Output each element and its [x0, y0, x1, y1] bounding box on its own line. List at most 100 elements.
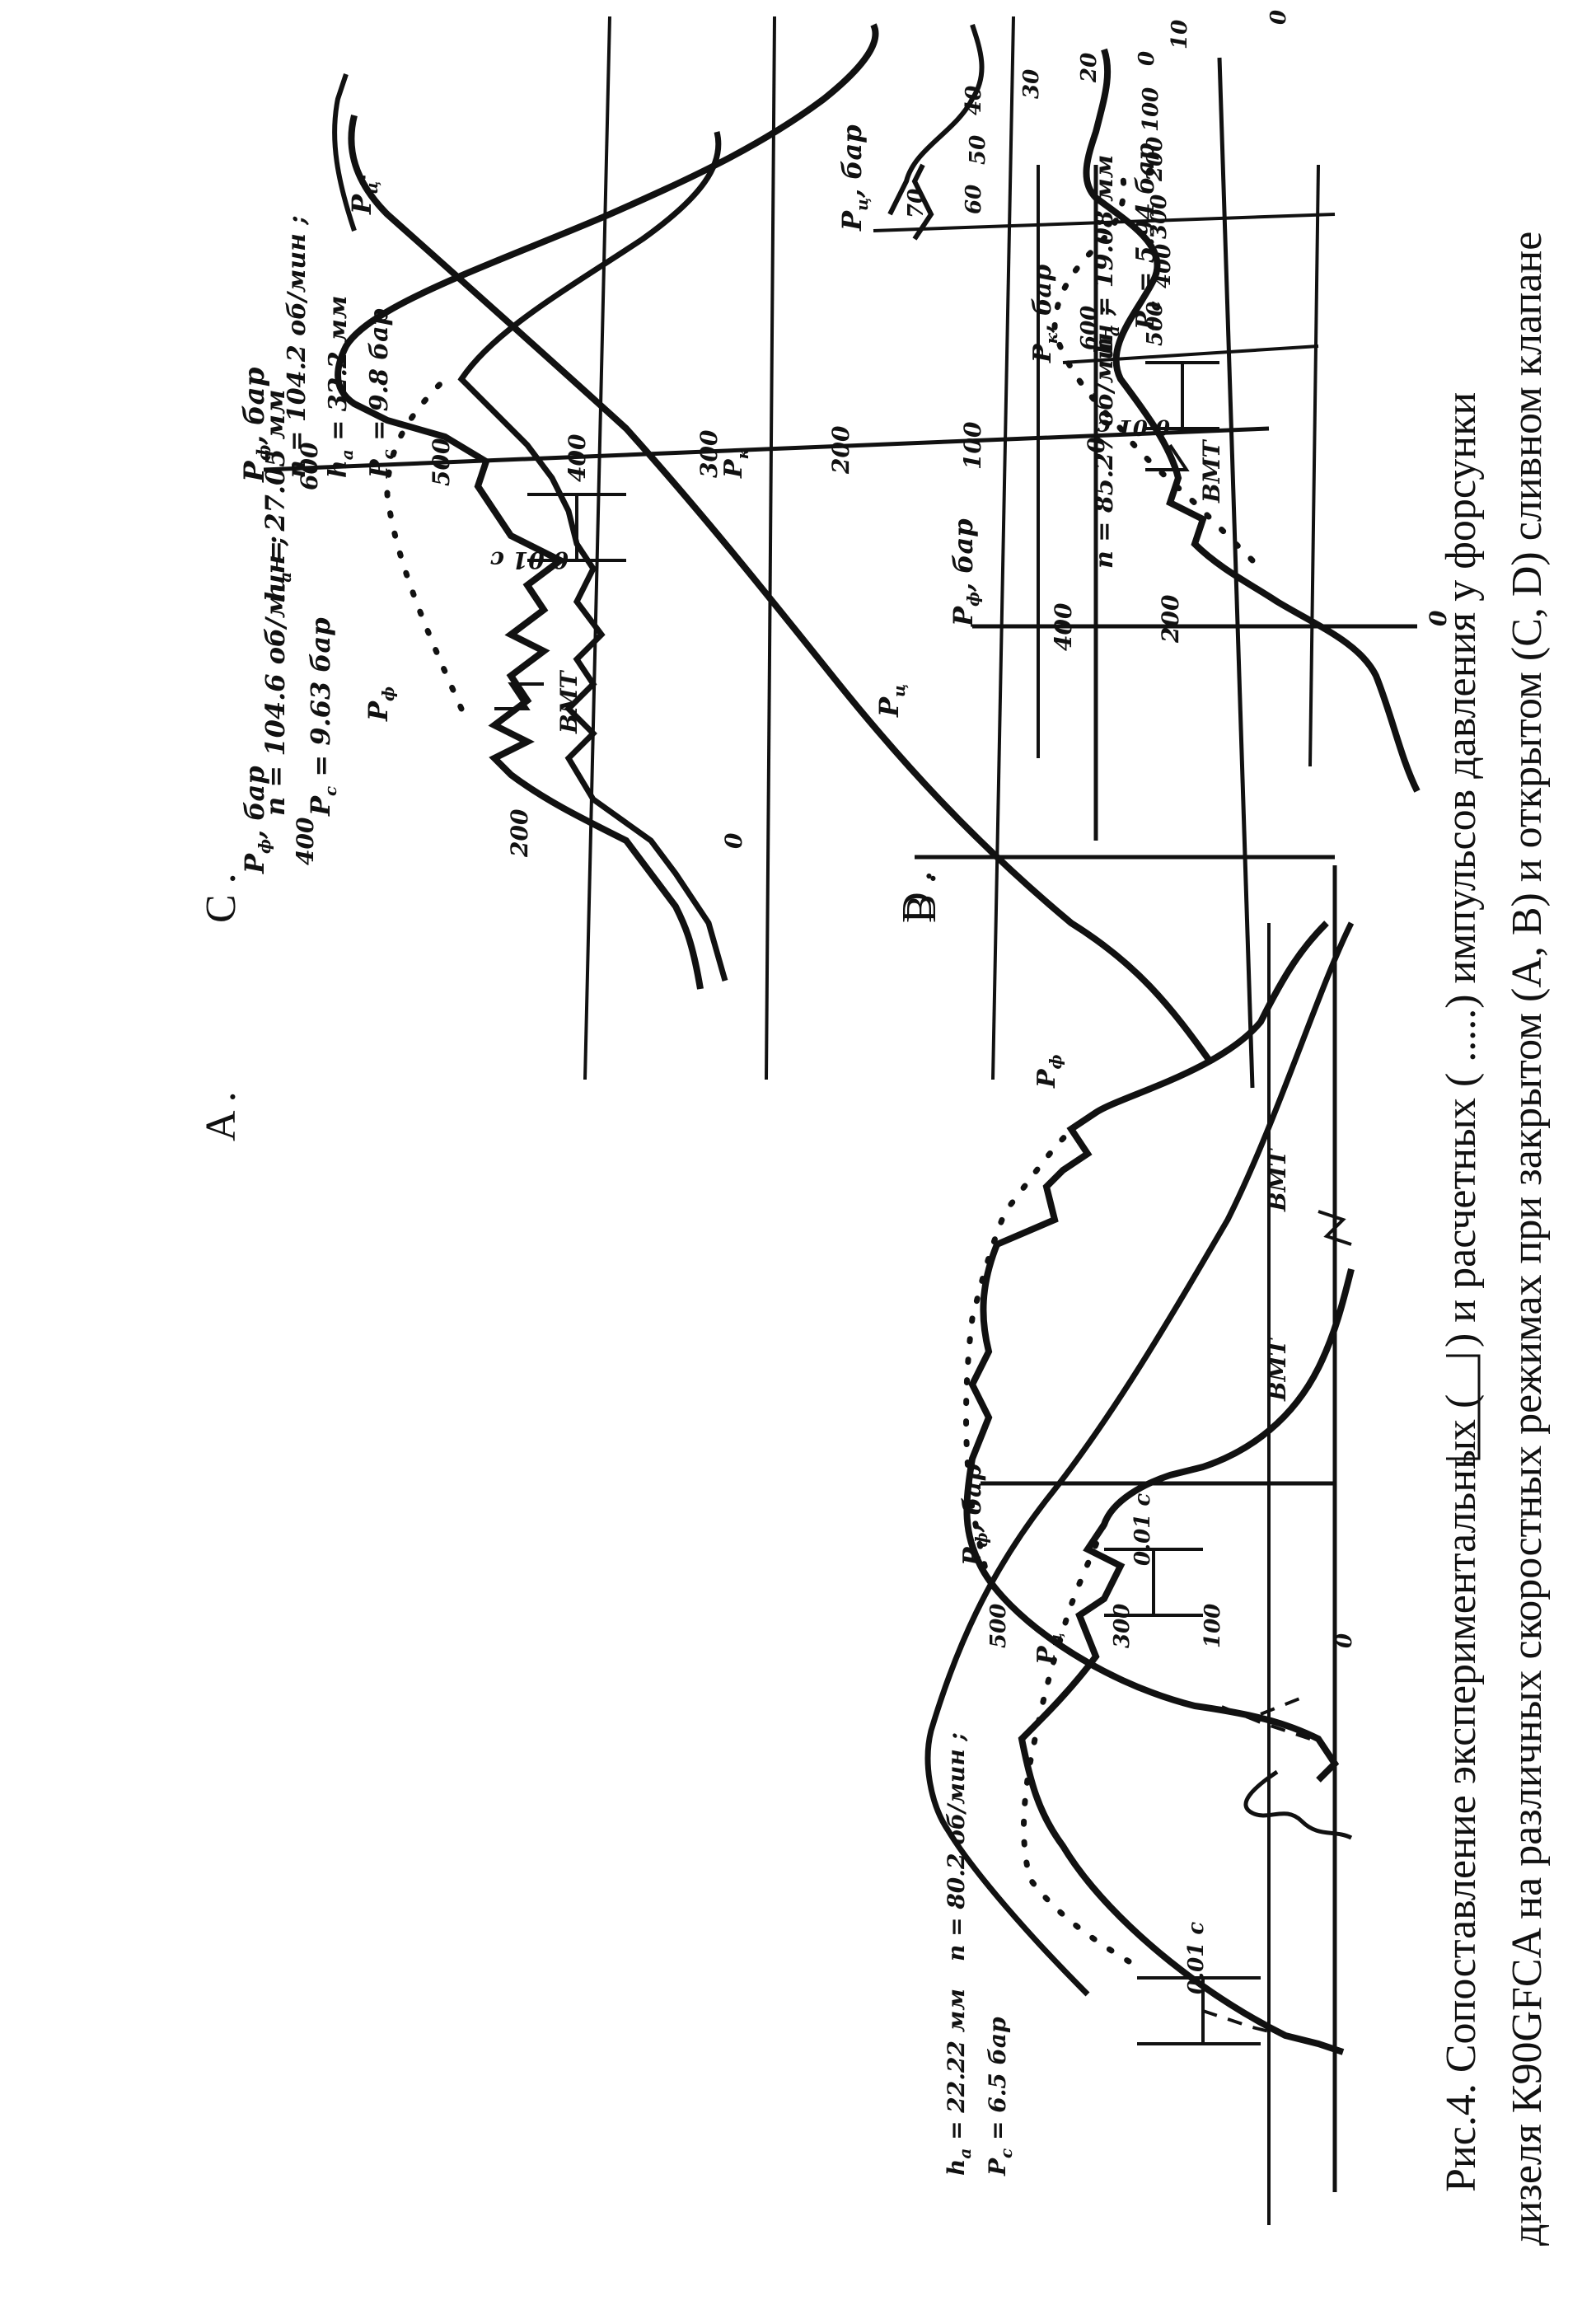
panel-c-ticks: 400 200 0: [292, 808, 747, 865]
panel-a-tick-pc: 20: [1077, 53, 1102, 83]
panel-d-scale-label: 0.01 c: [1184, 1922, 1209, 1994]
panel-a-baseline-pc: [991, 16, 1015, 1080]
panel-a-param-pc: Pc = 9.63 бар: [305, 617, 340, 817]
panel-a-pk-curve: [457, 131, 728, 982]
panel-a-pk-tail: [911, 163, 934, 241]
panel-c-bmt-label: BMT: [1264, 1147, 1291, 1212]
panel-c-pc-dash: [1219, 1696, 1311, 1741]
panel-c-tail: [1243, 1769, 1353, 1840]
panel-c: C . Pф, бар 400 200 0 n = 104.2 об/мин ;…: [198, 164, 1320, 923]
panel-a-pf-curve: [335, 23, 879, 990]
svg-text:дизеля К90GFCA на различных ск: дизеля К90GFCA на различных скоростных р…: [1504, 232, 1551, 2246]
figure-caption: Рис.4. Сопоставление экспериментальных (…: [1438, 232, 1551, 2246]
panel-b-ticks: 400 200 0: [1050, 594, 1452, 651]
panel-a-scale-label: 0.01 c: [490, 546, 569, 574]
panel-b-letter: B .: [898, 873, 945, 923]
panel-a-param-n: n = 104.6 об/мин ;: [260, 536, 291, 816]
panel-c-tick: 400: [292, 817, 319, 865]
panel-b-tick: 0: [1425, 610, 1452, 626]
panel-c-baseline-0: [1308, 164, 1320, 767]
panel-b-bmt-label: BMT: [1198, 438, 1225, 504]
panel-d-param-n: n = 80.2 об/мин ;: [943, 1732, 970, 1961]
panel-c-tick: 0: [720, 832, 747, 849]
panel-a-ticks-pc: 70 60 50 40 30 20 10 0: [904, 10, 1291, 218]
panel-a-tick-pc: 30: [1019, 69, 1044, 99]
panel-c-bmt-mark: [1318, 1210, 1352, 1246]
panel-d-bmt-label: BMT: [1264, 1337, 1291, 1402]
panel-a-tick-pk: 300: [1147, 194, 1172, 239]
panel-a-param-ha: ha = 27.05 мм: [260, 389, 295, 602]
panel-a-axis-pc-title: Pц, бар: [836, 124, 872, 232]
panel-a-label-pk: Pк: [719, 447, 752, 479]
panel-c-axis-title: Pф, бар: [239, 766, 274, 874]
panel-a-letter: A .: [198, 1091, 245, 1141]
panel-c-scale-label: 0.01 c: [1130, 1493, 1155, 1566]
panel-a-tick-pf: 300: [695, 429, 723, 478]
panel-a-tick-pc: 50: [966, 135, 990, 165]
panel-a-tick-pf: 100: [959, 421, 986, 470]
panel-a-tick-pc: 0: [1266, 10, 1291, 25]
panel-a-axis-pf-title: Pф, бар: [238, 367, 275, 483]
panel-d-experimental: [1018, 1268, 1355, 2055]
panel-a-axis-pk-title: Pк, бар: [1028, 265, 1061, 363]
panel-a-pc-upper: [332, 73, 357, 232]
panel-a-label-pc2: Pц': [346, 173, 384, 215]
panel-a-pf-calculated: [384, 376, 465, 712]
panel-a-tick-pk: 500: [1143, 302, 1168, 346]
panel-a-bmt-label: BMT: [555, 669, 583, 734]
panel-d-params: n = 80.2 об/мин ; ha = 22.22 мм Pc = 6.5…: [943, 1732, 1016, 2176]
panel-b-calculated: [1051, 162, 1256, 564]
panel-b-scale-label: 0.01 c: [1098, 415, 1170, 439]
panel-c-param-ha: ha = 32.2 мм: [324, 296, 357, 478]
panel-b: B . Pф, бар 400 200 0 n = 85.27 об/мин ;…: [898, 48, 1452, 923]
caption-experimental-line-icon: [1446, 1354, 1481, 1460]
panel-a-bmt-mark: [494, 682, 544, 710]
panel-c-scale-bar: [1104, 1548, 1203, 1617]
panel-b-experimental: [1083, 48, 1421, 793]
panel-a-baseline-pk: [765, 16, 776, 1080]
panel-a-tick-pk: 100: [1139, 87, 1163, 132]
panel-d-ticks: 500 300 100 0: [986, 1604, 1357, 1648]
panel-c-letter: C .: [198, 873, 245, 923]
caption-line1a: Рис.4. Сопоставление экспериментальных (: [1438, 1394, 1485, 2192]
panel-a-scale-bar: [527, 493, 626, 562]
panel-c-calculated: [963, 1109, 1099, 1586]
panel-b-axis-title: Pф, бар: [948, 518, 983, 627]
panel-a-axis-pc: [873, 213, 1336, 232]
svg-text:) и расчетных ( .....) импульс: ) и расчетных ( .....) импульсов давлени…: [1438, 392, 1485, 1347]
panel-d-letter: D .: [894, 870, 941, 923]
panel-b-scale-bar: [1145, 361, 1219, 430]
panel-b-tick: 200: [1157, 594, 1184, 644]
panel-a-tick-pf: 500: [428, 438, 455, 486]
panel-a-axis-pk: [1062, 344, 1319, 364]
panel-c-tick: 200: [506, 808, 533, 858]
panel-d-axis-title: Pф, бар: [958, 1464, 991, 1567]
panel-d-calculated: [1021, 1521, 1132, 1965]
panel-d-graph: 0.01 c BMT Pф, бар 500 300 100 0 n = 80.…: [943, 1268, 1357, 2176]
panel-d-param-ha: ha = 22.22 мм: [943, 1989, 975, 2176]
panel-a-label-pc: Pц: [873, 684, 909, 718]
panel-a-tick-pf: 600: [296, 442, 323, 490]
panel-a-params: n = 104.6 об/мин ; ha = 27.05 мм Pc = 9.…: [260, 389, 340, 817]
panel-a-tick-pf: 200: [827, 425, 854, 475]
caption-line1b: ) и расчетных ( .....) импульсов давлени…: [1438, 392, 1485, 1347]
caption-line2: дизеля К90GFCA на различных скоростных р…: [1504, 232, 1551, 2246]
panel-a-tick-pf: 400: [564, 433, 591, 482]
panel-a: A . Pф, бар Pк, бар Pц, бар 600 500 400 …: [198, 10, 1336, 1141]
panel-c-pc-curve: [924, 921, 1355, 1997]
panel-b-bmt-mark: [1145, 443, 1190, 471]
panel-d: D .: [894, 870, 941, 923]
panel-d-tick: 100: [1201, 1604, 1225, 1648]
panel-a-label-pf: Pф: [363, 686, 398, 722]
panel-a-baseline-pc0: [583, 16, 611, 1080]
panel-d-tick: 0: [1332, 1633, 1357, 1648]
panel-a-tick-pk: 200: [1143, 137, 1168, 182]
panel-a-tick-pc: 10: [1168, 20, 1192, 49]
panel-c-param-pc: Pc = 9.8 бар: [365, 308, 398, 479]
panel-c-experimental: [963, 921, 1340, 1783]
panel-b-tick: 400: [1050, 602, 1077, 651]
